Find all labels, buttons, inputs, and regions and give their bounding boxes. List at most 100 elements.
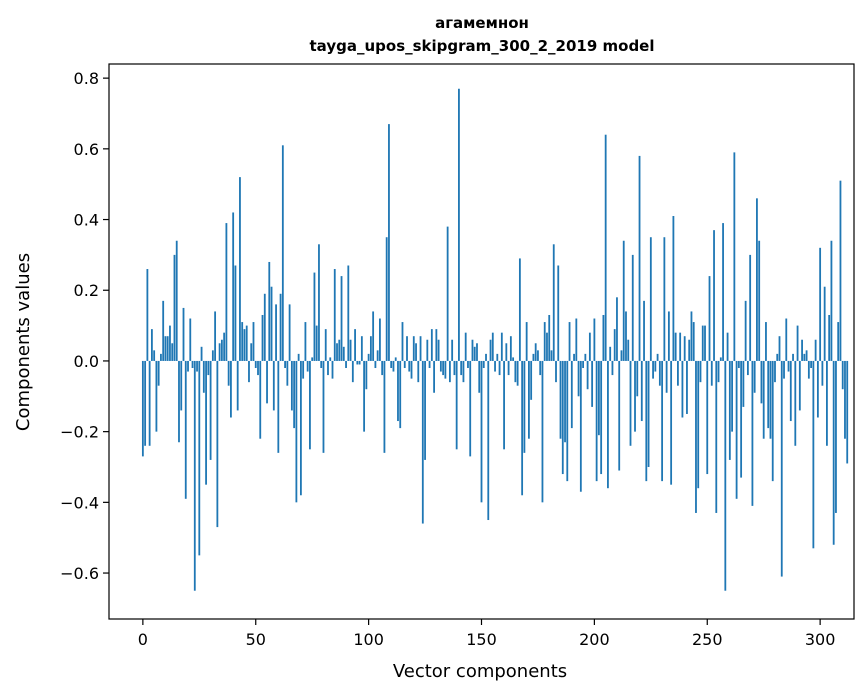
bar [329,357,332,361]
x-tick-label: 150 [466,630,497,649]
bar [749,254,752,361]
bar [153,350,156,361]
bar [586,360,589,390]
bar [439,360,442,372]
bar [433,360,435,393]
bar [173,254,176,361]
bar [187,360,189,372]
bar [189,318,192,361]
bar [798,360,801,411]
bar [792,353,794,361]
bar [408,360,411,372]
bar [196,360,198,372]
bar [530,360,533,400]
bar [690,311,693,361]
bar [645,360,648,482]
bar [523,360,526,453]
bar [333,269,336,361]
bar [448,360,451,383]
bar [275,304,277,361]
bar [458,88,460,361]
bar [823,286,826,361]
bar [268,261,271,361]
x-tick-label: 0 [138,630,148,649]
bar [552,244,555,361]
bar [789,360,792,422]
bar [157,360,160,386]
bar [336,343,338,361]
bar [315,325,318,361]
bar [485,353,487,361]
bar [830,240,833,361]
bar [232,212,235,361]
bar [354,329,356,361]
bar [306,360,309,372]
bar [746,360,749,376]
y-axis-label: Components values [13,253,34,431]
bar [171,343,174,361]
bar [681,360,684,418]
bar [376,350,379,361]
bar [731,360,733,432]
bar [812,360,815,549]
bar [841,360,844,390]
bar [284,360,286,369]
bar [426,339,429,361]
bar [699,360,702,383]
bar [591,360,594,407]
bar [270,286,273,361]
bar [616,297,618,361]
bar [162,300,165,361]
bar [487,360,490,521]
bar [480,360,483,503]
bar [622,240,625,361]
bar [442,360,445,376]
bar [365,360,368,390]
bar [166,336,169,361]
bar [665,360,668,393]
bar [683,336,686,361]
bar [390,360,393,369]
bar [311,357,314,361]
bar [184,360,187,499]
bar [146,269,149,361]
bar [541,360,544,503]
bar [403,360,406,369]
bar [236,360,239,411]
bar [385,237,388,361]
bar [821,360,824,386]
y-tick-label: −0.4 [60,493,99,512]
y-tick-label: 0.6 [74,140,99,159]
bar [722,223,724,361]
bar [532,353,535,361]
bar [220,339,223,361]
bar [647,360,650,467]
bar [679,332,682,361]
bar [695,360,697,513]
bar [243,329,246,361]
bar [751,360,754,506]
bar [223,332,226,361]
bar [410,360,413,379]
bar [577,360,580,397]
bar [584,353,587,361]
bar [618,360,621,471]
x-axis-label: Vector components [393,661,567,682]
bar [230,360,232,418]
bar [295,360,298,503]
bar [412,336,415,361]
bar [613,329,616,361]
bar [259,360,262,439]
bar [670,360,673,485]
bar [302,360,305,379]
bar [198,360,201,556]
bar [347,265,350,361]
bar [406,336,408,361]
bar [150,329,153,361]
bar [810,360,813,369]
bar [753,360,756,393]
bar [521,360,524,496]
bar [658,360,661,386]
bar [835,360,837,513]
bar [713,230,715,361]
